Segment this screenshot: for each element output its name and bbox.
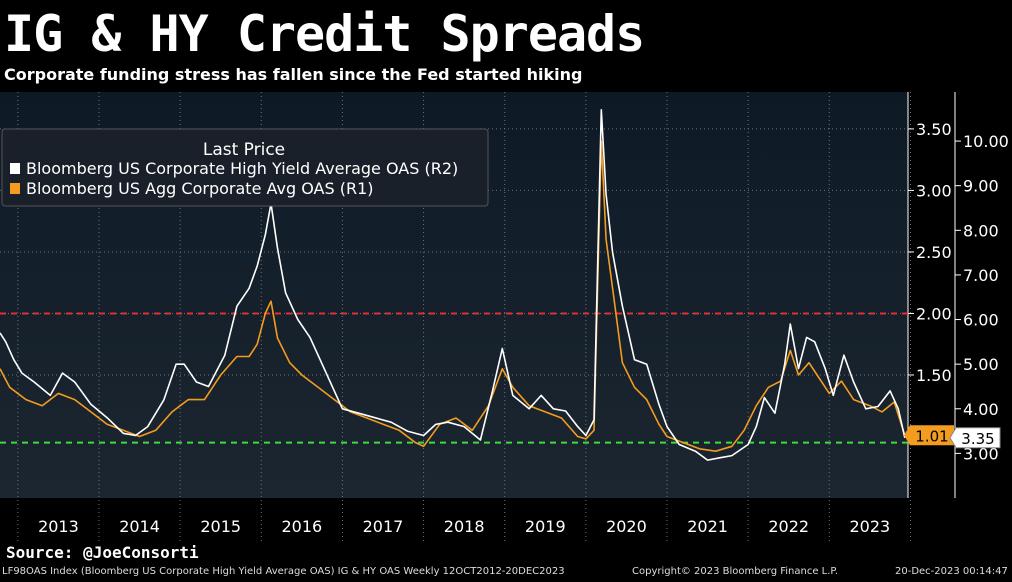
x-tick-label-2023: 2023 [850,517,891,536]
legend-swatch-2 [10,183,20,194]
x-tick-label-2019: 2019 [525,517,566,536]
x-tick-label-2016: 2016 [281,517,322,536]
legend-label-1: Bloomberg US Corporate High Yield Averag… [26,159,458,178]
r2-tick-label-6.00: 6.00 [963,311,999,330]
x-tick-label-2017: 2017 [363,517,404,536]
legend-title: Last Price [203,140,285,160]
copyright-note: Copyright© 2023 Bloomberg Finance L.P. [632,566,839,577]
legend-label-2: Bloomberg US Agg Corporate Avg OAS (R1) [26,179,374,198]
credit-spread-chart: 2013 2014 2015 2016 2017 2018 2019 2020 2021 2022… [0,92,1009,542]
hy-last-value-label: 3.35 [961,430,994,448]
r1-tick-label-1.50: 1.50 [916,366,952,385]
x-tick-label-2021: 2021 [687,517,728,536]
source-credit: Source: @JoeConsorti [6,543,199,562]
hy-oas-line [0,109,906,461]
r2-tick-label-5.00: 5.00 [963,355,999,374]
chart-subtitle: Corporate funding stress has fallen sinc… [4,65,583,84]
ig-last-value-label: 1.01 [915,427,948,445]
r2-tick-label-8.00: 8.00 [963,221,999,240]
x-axis-band [0,498,908,542]
legend-box [1,128,489,207]
r2-tick-label-9.00: 9.00 [963,177,999,196]
r1-tick-label-3.00: 3.00 [916,181,952,200]
chart-title: IG & HY Credit Spreads [4,5,645,63]
x-tick-label-2022: 2022 [768,517,809,536]
r2-tick-label-7.00: 7.00 [963,266,999,285]
r2-tick-label-10.00: 10.00 [963,132,1009,151]
hy-last-value-tag [949,427,1001,449]
x-tick-label-2015: 2015 [200,517,241,536]
legend-swatch-1 [10,163,20,174]
r1-tick-label-2.00: 2.00 [916,304,952,323]
timestamp: 20-Dec-2023 00:14:47 [895,566,1008,577]
r1-tick-label-2.50: 2.50 [916,243,952,262]
r2-tick-label-4.00: 4.00 [963,400,999,419]
ig-oas-line [0,140,906,452]
r2-tick-label-3.00: 3.00 [963,444,999,463]
x-tick-label-2013: 2013 [38,517,79,536]
x-tick-label-2018: 2018 [444,517,485,536]
ig-last-value-tag [904,425,954,446]
r1-tick-label-3.50: 3.50 [916,120,952,139]
x-tick-label-2020: 2020 [606,517,647,536]
index-footnote: LF98OAS Index (Bloomberg US Corporate Hi… [2,566,565,577]
x-tick-label-2014: 2014 [119,517,160,536]
